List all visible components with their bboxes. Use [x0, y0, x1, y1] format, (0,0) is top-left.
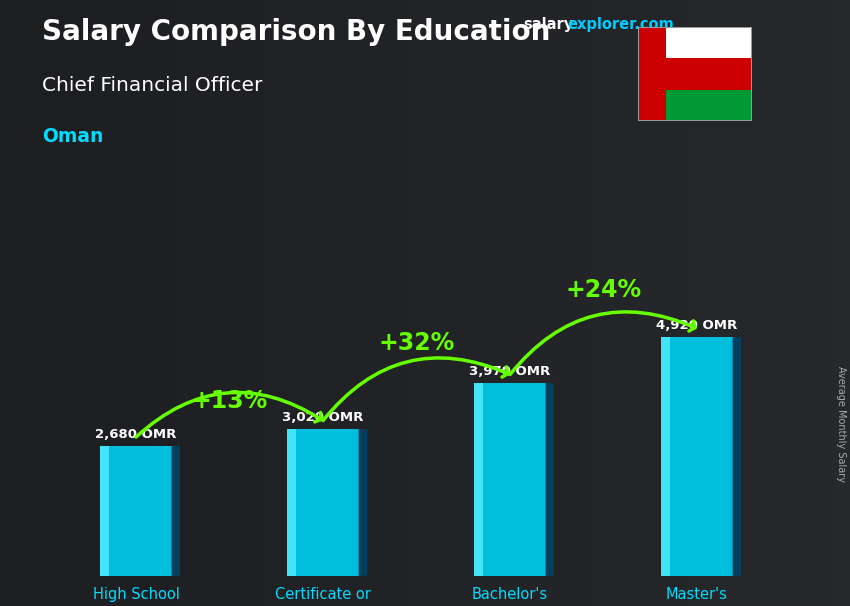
Text: Average Monthly Salary: Average Monthly Salary — [836, 366, 846, 482]
Text: Oman: Oman — [42, 127, 104, 146]
Bar — [287, 429, 296, 576]
Text: explorer.com: explorer.com — [568, 17, 675, 32]
Bar — [100, 446, 109, 576]
Text: 4,920 OMR: 4,920 OMR — [656, 319, 738, 332]
Polygon shape — [172, 446, 180, 576]
Text: Salary Comparison By Education: Salary Comparison By Education — [42, 18, 551, 46]
Text: +13%: +13% — [191, 389, 268, 413]
Bar — [287, 429, 359, 576]
Text: 3,970 OMR: 3,970 OMR — [469, 365, 551, 378]
Polygon shape — [733, 337, 741, 576]
Text: 2,680 OMR: 2,680 OMR — [95, 428, 177, 441]
Text: salary: salary — [523, 17, 573, 32]
Bar — [474, 383, 483, 576]
Bar — [666, 58, 752, 90]
Text: +24%: +24% — [565, 278, 642, 302]
Text: Chief Financial Officer: Chief Financial Officer — [42, 76, 263, 95]
Polygon shape — [359, 429, 367, 576]
Bar — [638, 27, 666, 121]
Bar — [100, 446, 172, 576]
Text: +32%: +32% — [378, 331, 455, 355]
Bar — [661, 337, 670, 576]
Bar — [666, 90, 752, 121]
Bar — [474, 383, 546, 576]
Polygon shape — [546, 383, 554, 576]
Bar — [661, 337, 733, 576]
Text: 3,020 OMR: 3,020 OMR — [282, 411, 364, 424]
Bar — [666, 27, 752, 58]
